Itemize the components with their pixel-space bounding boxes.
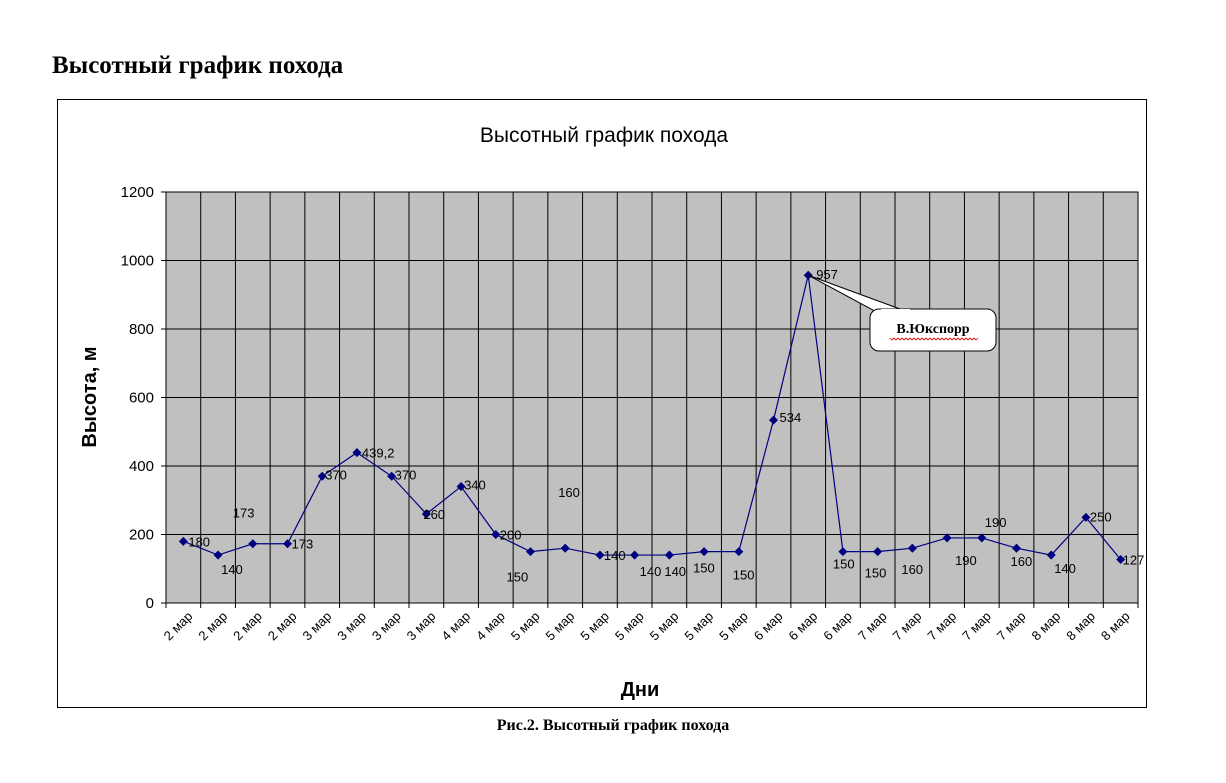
data-point [595,550,605,560]
data-point [178,536,188,546]
x-tick-label: 5 мар [612,609,647,644]
x-tick-label: 5 мар [647,609,682,644]
data-label: 439,2 [362,446,395,461]
x-tick-label: 7 мар [959,609,994,644]
data-label: 140 [604,548,626,563]
spellcheck-underline [889,337,979,341]
data-label: 534 [780,410,802,425]
x-tick-label: 3 мар [300,609,335,644]
x-tick-label: 3 мар [369,609,404,644]
figure-caption: Рис.2. Высотный график похода [496,717,730,734]
data-label: 190 [985,515,1007,530]
data-label: 150 [733,568,755,583]
data-point [525,547,536,557]
x-tick-label: 2 мар [265,609,300,644]
data-point [1081,512,1091,522]
data-label: 150 [833,557,855,572]
x-tick-label: 5 мар [716,609,751,644]
chart-title: Высотный график похода [480,124,729,147]
data-label: 140 [1054,561,1076,576]
series-line [183,275,1122,560]
x-tick-label: 5 мар [681,609,716,644]
data-label: 140 [221,562,243,577]
y-axis-title: Высота, м [79,346,101,447]
data-label: 173 [233,506,255,521]
data-label: 150 [507,570,529,585]
x-tick-label: 3 мар [404,609,439,644]
data-point [907,543,917,553]
callout-label: В.Юкспорр [896,322,969,337]
callout-box [869,308,997,352]
x-tick-label: 7 мар [924,609,959,644]
data-label: 370 [325,467,347,482]
data-label: 370 [395,467,417,482]
x-tick-label: 7 мар [855,609,890,644]
x-tick-label: 5 мар [577,609,612,644]
data-label: 160 [901,562,923,577]
x-tick-label: 8 мар [1063,609,1098,644]
x-tick-label: 4 мар [473,609,508,644]
x-tick-label: 2 мар [161,609,196,644]
x-tick-label: 3 мар [334,609,369,644]
data-point [282,539,293,549]
data-point [942,533,952,543]
y-tick-label: 1000 [121,253,154,270]
data-label: 140 [664,564,686,579]
data-label: 160 [1011,554,1033,569]
data-label: 150 [865,566,887,581]
data-point [977,533,987,543]
data-point [873,547,883,557]
data-label: 160 [558,485,580,500]
x-tick-label: 7 мар [994,609,1029,644]
document-heading: Высотный график похода [52,52,344,79]
data-point [560,543,570,553]
x-tick-label: 6 мар [751,609,786,644]
data-label: 957 [816,267,838,282]
data-point [838,547,848,557]
y-tick-label: 200 [129,527,154,544]
data-label: 127 [1123,553,1145,568]
data-label: 180 [188,534,210,549]
data-point [421,509,431,519]
x-tick-label: 4 мар [438,609,473,644]
data-label: 190 [955,553,977,568]
data-label: 260 [423,507,445,522]
y-tick-label: 0 [146,595,154,612]
data-point [1046,550,1056,560]
x-tick-label: 2 мар [195,609,230,644]
data-label: 200 [500,528,522,543]
x-tick-label: 8 мар [1098,609,1133,644]
data-point [630,550,640,560]
data-point [699,547,709,557]
y-tick-label: 800 [129,321,154,338]
data-point [248,539,258,549]
x-axis-title: Дни [621,679,660,701]
x-tick-label: 2 мар [230,609,265,644]
x-tick-label: 5 мар [508,609,543,644]
data-point [734,547,744,557]
y-tick-label: 1200 [121,184,154,201]
data-label: 173 [292,537,314,552]
y-tick-label: 400 [129,458,154,475]
data-point [1116,554,1126,565]
data-label: 140 [640,564,662,579]
data-label: 340 [464,478,486,493]
x-tick-label: 8 мар [1029,609,1064,644]
y-tick-label: 600 [129,390,154,407]
data-point [664,550,674,560]
data-label: 250 [1090,509,1112,524]
data-label: 150 [693,561,715,576]
x-tick-label: 5 мар [543,609,578,644]
x-tick-label: 6 мар [786,609,821,644]
data-point [1011,543,1022,553]
x-tick-label: 6 мар [820,609,855,644]
x-tick-label: 7 мар [890,609,925,644]
